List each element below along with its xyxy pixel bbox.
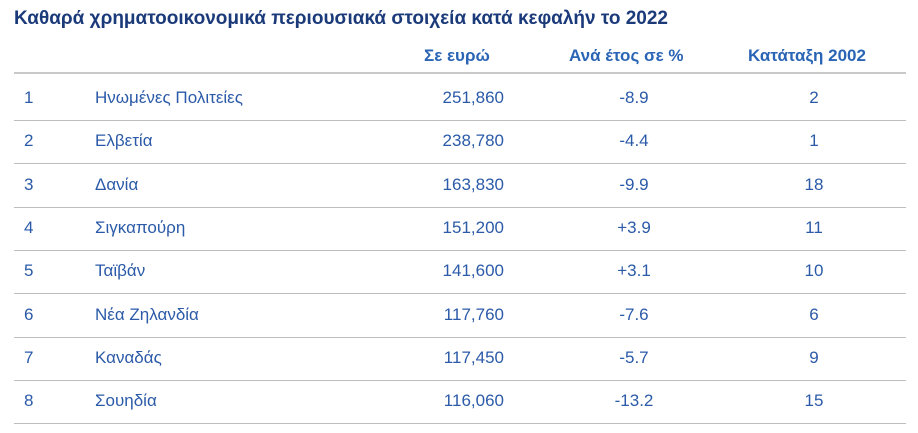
rank-cell: 3: [24, 174, 34, 194]
yearly-pct-cell: -5.7: [619, 347, 649, 367]
eur-value-cell: 238,780: [442, 131, 504, 151]
column-header-yearly-pct: Ανά έτος σε %: [569, 46, 684, 65]
yearly-pct-cell: +3.9: [617, 217, 651, 237]
rank-cell: 5: [24, 261, 34, 281]
table-row: 4 Σιγκαπούρη 151,200 +3.9 11: [14, 207, 906, 251]
table-row: 7 Καναδάς 117,450 -5.7 9: [14, 337, 906, 381]
column-header-rank-2002: Κατάταξη 2002: [748, 46, 866, 65]
eur-value-cell: 141,600: [442, 261, 504, 281]
country-cell: Καναδάς: [95, 347, 162, 367]
country-cell: Ηνωμένες Πολιτείες: [95, 88, 243, 107]
country-cell: Ταϊβάν: [95, 261, 146, 281]
yearly-pct-cell: -8.9: [619, 88, 649, 107]
table-row: 3 Δανία 163,830 -9.9 18: [14, 164, 906, 208]
table-row: 5 Ταϊβάν 141,600 +3.1 10: [14, 250, 906, 295]
country-cell: Νέα Ζηλανδία: [95, 304, 199, 324]
country-cell: Σουηδία: [95, 391, 157, 411]
column-header-eur: Σε ευρώ: [424, 46, 490, 65]
rank-2002-cell: 1: [809, 131, 819, 151]
rank-cell: 4: [24, 217, 34, 237]
table-row: 8 Σουηδία 116,060 -13.2 15: [14, 380, 906, 425]
eur-value-cell: 151,200: [442, 217, 504, 237]
rank-2002-cell: 15: [804, 391, 824, 411]
rank-cell: 6: [24, 304, 34, 324]
yearly-pct-cell: -13.2: [614, 391, 654, 411]
eur-value-cell: 116,060: [443, 391, 504, 411]
rank-cell: 7: [24, 347, 34, 367]
country-cell: Δανία: [95, 174, 139, 194]
eur-value-cell: 163,830: [442, 174, 504, 194]
table-row: 6 Νέα Ζηλανδία 117,760 -7.6 6: [14, 294, 906, 338]
yearly-pct-cell: -7.6: [619, 304, 649, 324]
table-row: 1 Ηνωμένες Πολιτείες 251,860 -8.9 2: [14, 77, 906, 121]
eur-value-cell: 117,760: [443, 304, 504, 324]
eur-value-cell: 251,860: [442, 88, 504, 107]
rank-2002-cell: 11: [805, 217, 823, 237]
rank-cell: 1: [24, 88, 34, 107]
table-title: Καθαρά χρηματοοικονομικά περιουσιακά στο…: [14, 8, 668, 29]
rank-2002-cell: 9: [809, 347, 819, 367]
yearly-pct-cell: +3.1: [617, 261, 651, 281]
yearly-pct-cell: -9.9: [619, 174, 649, 194]
rank-2002-cell: 6: [809, 304, 819, 324]
rank-2002-cell: 18: [804, 174, 824, 194]
country-cell: Σιγκαπούρη: [95, 217, 186, 237]
eur-value-cell: 117,450: [443, 347, 504, 367]
rank-cell: 8: [24, 391, 34, 411]
rank-cell: 2: [24, 131, 34, 151]
table-row: 2 Ελβετία 238,780 -4.4 1: [14, 120, 906, 165]
yearly-pct-cell: -4.4: [619, 131, 649, 151]
rank-2002-cell: 10: [804, 261, 824, 281]
country-cell: Ελβετία: [95, 131, 153, 151]
header-divider: [14, 72, 906, 74]
rank-2002-cell: 2: [809, 88, 819, 107]
